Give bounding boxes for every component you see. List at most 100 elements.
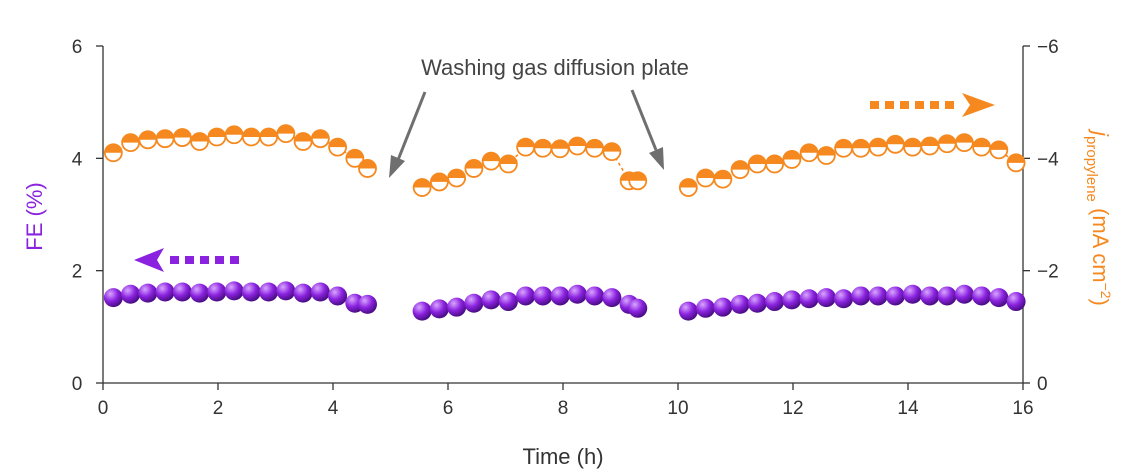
fe-data-point [920,286,940,306]
fe-data-point [765,292,785,312]
x-tick-label: 12 [782,398,803,419]
fe-data-point [602,288,622,308]
fe-data-point [190,283,210,303]
current-data-point [628,171,648,191]
current-data-point [259,127,279,147]
fe-data-point [464,293,484,313]
current-data-point [782,150,802,169]
fe-data-point [567,284,587,304]
current-data-point [730,160,750,179]
current-data-point [954,133,974,153]
annotation-text: Washing gas diffusion plate [421,55,689,80]
y-left-tick-label: 6 [72,37,83,58]
y-right-axis-title-subscript: propylene [1083,136,1100,202]
y-right-axis-title-italic: j [1088,128,1113,137]
current-data-point [293,132,313,151]
fe-data-point [293,283,313,303]
current-data-point [516,137,536,157]
current-data-point [464,159,484,178]
y-right-axis-title: jpropylene (mA cm−2) [1083,128,1114,306]
y-left-tick-label: 0 [72,374,83,395]
fe-data-point [816,288,836,308]
current-data-point [224,125,244,145]
current-data-point [747,154,767,174]
fe-data-point [481,290,501,310]
current-data-point [816,146,836,165]
current-data-point [851,138,871,158]
current-data-point [138,130,158,150]
fe-data-point [954,284,974,304]
current-data-point [447,168,467,188]
current-data-point [498,154,518,174]
fe-data-point [989,288,1009,308]
fe-data-point [834,289,854,309]
fe-data-point [678,301,698,321]
current-data-point [602,142,622,161]
fe-data-point [550,286,570,306]
current-data-point [241,127,261,147]
fe-data-point [498,292,518,312]
fe-data-point [868,286,888,306]
fe-data-point [121,284,141,304]
annotation-arrow-left [396,91,427,161]
annotation-arrowhead-left [389,155,405,178]
fe-data-point [155,282,175,302]
current-data-point [713,169,733,189]
fe-data-point [172,282,192,302]
current-data-point [345,148,365,168]
x-tick-label: 8 [558,398,569,419]
fe-data-point [799,289,819,309]
fe-axis-indicator-arrowhead [134,248,164,272]
fe-data-point [585,286,605,306]
x-tick-label: 10 [667,398,688,419]
current-data-point [550,139,570,159]
current-data-point [696,168,715,188]
current-data-point [328,137,348,157]
fe-data-point [276,281,296,301]
current-data-point [155,129,175,149]
fe-data-point [972,286,992,306]
fe-data-point [747,293,767,313]
current-data-point [412,178,432,197]
fe-data-point [730,294,750,314]
y-right-tick-label: 0 [1037,374,1048,395]
fe-data-point [533,286,553,306]
current-data-point [989,140,1009,160]
fe-data-point [903,284,923,304]
fe-data-point [937,286,957,306]
fe-data-point [241,282,261,302]
fe-data-point [358,294,377,314]
y-right-tick-label: −4 [1037,149,1059,170]
current-data-point [678,178,698,197]
fe-data-point [1006,292,1026,312]
fe-data-point [516,286,536,306]
x-tick-label: 6 [443,398,454,419]
y-left-tick-label: 2 [72,262,83,283]
fe-data-point [412,301,432,321]
current-data-point [799,143,819,163]
current-data-point [276,124,296,144]
current-data-point [310,129,330,149]
fe-data-point [310,282,330,302]
y-right-axis-title-main: (mA cm [1088,202,1113,283]
annotation-arrow-right [630,89,658,151]
current-data-point [481,151,501,171]
current-data-point [937,134,957,154]
series-faradaic-efficiency [103,281,1026,321]
axes-group [102,46,1024,384]
current-data-point [121,133,141,153]
current-data-point [868,137,888,157]
current-axis-indicator-arrowhead [962,93,995,117]
current-data-point [885,134,905,154]
y-left-tick-label: 4 [72,149,83,170]
fe-data-point [447,297,467,317]
x-tick-label: 0 [98,398,109,419]
fe-data-point [103,288,123,308]
current-data-point [429,172,449,192]
current-data-point [585,138,605,158]
current-data-point [1006,153,1026,173]
annotation-arrowhead-right [649,147,664,170]
current-data-point [207,127,227,147]
